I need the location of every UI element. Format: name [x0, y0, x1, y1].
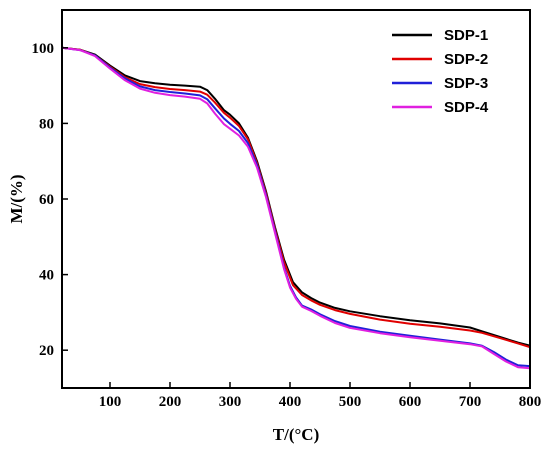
x-tick-label: 600 — [399, 394, 422, 410]
legend-label-sdp-1: SDP-1 — [444, 27, 488, 44]
y-axis-ticks: 20 40 60 80 100 — [32, 41, 68, 359]
legend-label-sdp-2: SDP-2 — [444, 51, 488, 68]
y-tick-label: 100 — [32, 41, 55, 57]
x-tick-label: 800 — [519, 394, 542, 410]
y-tick-label: 20 — [39, 343, 54, 359]
series-line-sdp-3 — [62, 46, 530, 368]
y-tick-label: 80 — [39, 116, 54, 132]
series-line-sdp-4 — [62, 46, 530, 370]
x-tick-label: 700 — [459, 394, 482, 410]
x-tick-label: 100 — [99, 394, 122, 410]
x-axis-title: T/(°C) — [273, 425, 319, 444]
x-tick-label: 200 — [159, 394, 182, 410]
series-line-sdp-2 — [62, 46, 530, 349]
legend-label-sdp-4: SDP-4 — [444, 99, 489, 116]
x-tick-label: 500 — [339, 394, 362, 410]
y-axis-title: M/(%) — [7, 174, 26, 223]
y-tick-label: 40 — [39, 268, 54, 284]
series-line-sdp-1 — [62, 46, 530, 347]
series-layer — [62, 46, 530, 370]
x-tick-label: 300 — [219, 394, 242, 410]
y-tick-label: 60 — [39, 192, 54, 208]
legend: SDP-1 SDP-2 SDP-3 SDP-4 — [392, 27, 489, 116]
x-axis-ticks: 100 200 300 400 500 600 700 800 — [99, 382, 542, 410]
x-tick-label: 400 — [279, 394, 302, 410]
legend-label-sdp-3: SDP-3 — [444, 75, 488, 92]
